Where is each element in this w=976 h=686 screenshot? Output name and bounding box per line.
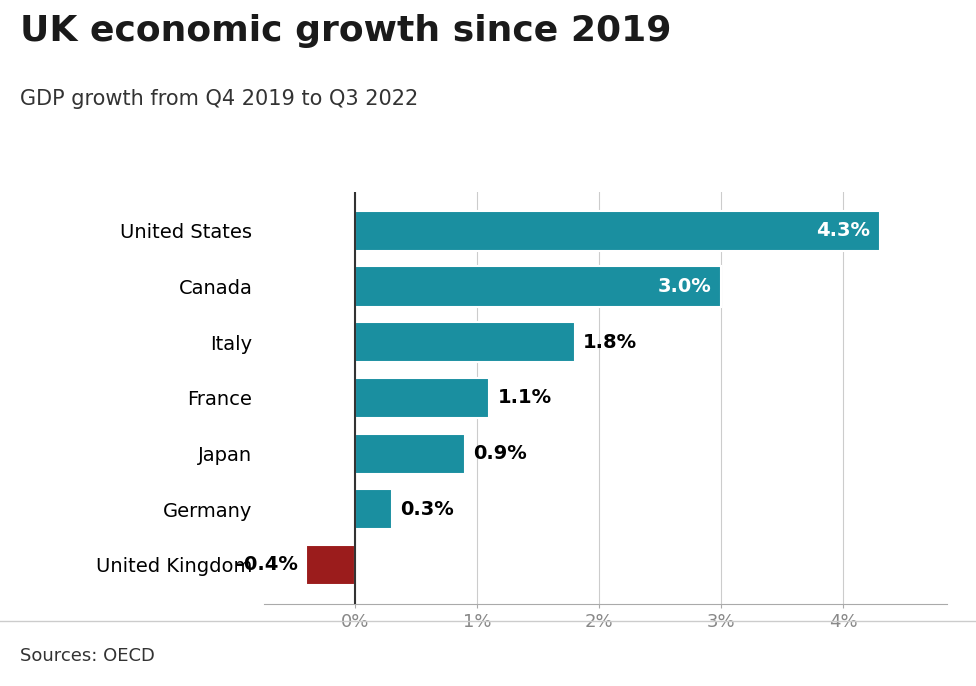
Text: -0.4%: -0.4% (236, 556, 298, 574)
Text: UK economic growth since 2019: UK economic growth since 2019 (20, 14, 671, 48)
Text: 0.3%: 0.3% (400, 499, 454, 519)
Bar (355, 322, 575, 362)
Text: 3.0%: 3.0% (658, 277, 712, 296)
Bar (355, 266, 721, 307)
Bar (355, 489, 391, 530)
Bar (355, 378, 489, 418)
Text: 0.9%: 0.9% (473, 444, 527, 463)
Text: C: C (939, 652, 953, 669)
Text: 1.8%: 1.8% (584, 333, 637, 352)
Bar (306, 545, 355, 585)
Bar (355, 434, 465, 473)
Text: 4.3%: 4.3% (816, 222, 870, 240)
Text: GDP growth from Q4 2019 to Q3 2022: GDP growth from Q4 2019 to Q3 2022 (20, 89, 418, 109)
Text: B: B (904, 652, 917, 669)
Text: 1.1%: 1.1% (498, 388, 551, 407)
Text: B: B (869, 652, 882, 669)
Text: Sources: OECD: Sources: OECD (20, 648, 154, 665)
Bar (355, 211, 879, 251)
